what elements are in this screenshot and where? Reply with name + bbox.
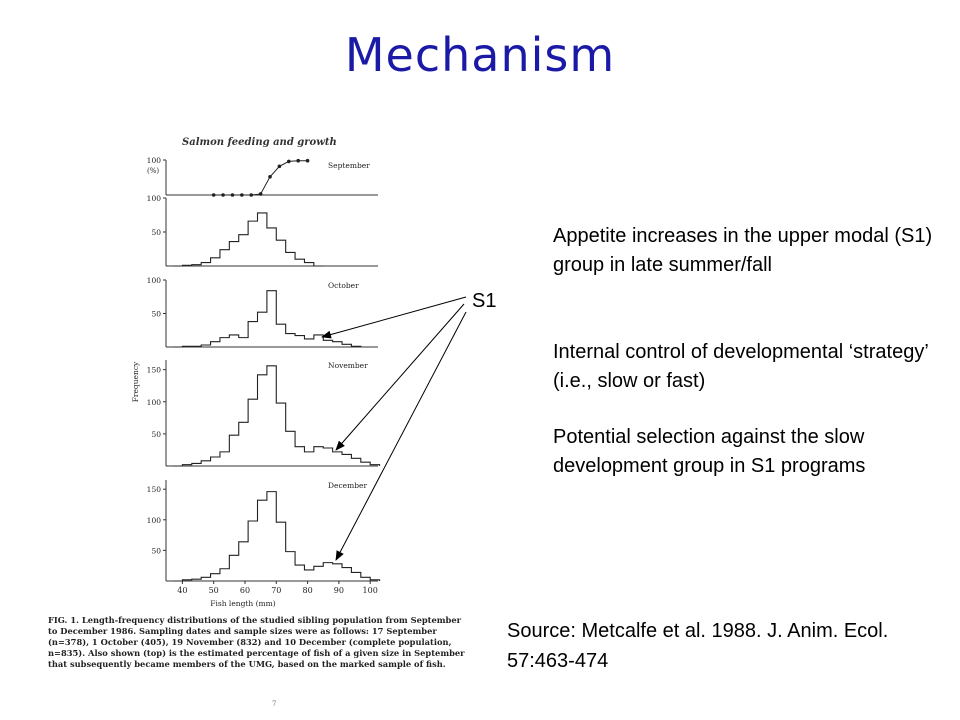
- bullet-selection: Potential selection against the slow dev…: [553, 426, 866, 477]
- y-tick-label-0-0: 100: [147, 156, 162, 165]
- s1-arrow-1: [335, 303, 465, 451]
- x-tick-label-6: 100: [363, 586, 378, 595]
- y-tick-label-3-0: 150: [147, 366, 162, 375]
- data-point-2: [230, 193, 235, 197]
- bullet-internal-control: Internal control of developmental ‘strat…: [553, 341, 929, 392]
- y-tick-label-4-1: 100: [147, 516, 162, 525]
- page-mark: 7: [272, 700, 277, 708]
- x-tick-label-2: 60: [240, 586, 250, 595]
- y-tick-label-4-0: 150: [147, 485, 162, 494]
- panel-label-2: October: [328, 281, 359, 290]
- data-point-0: [211, 193, 216, 197]
- y-tick-label-2-0: 100: [147, 276, 162, 285]
- data-point-10: [305, 158, 310, 163]
- y-tick-label-4-2: 50: [151, 546, 161, 555]
- bullet-appetite: Appetite increases in the upper modal (S…: [553, 225, 933, 276]
- figure-caption: FIG. 1. Length-frequency distributions o…: [48, 615, 465, 669]
- panel-label-3: November: [328, 361, 368, 370]
- figure-title: Salmon feeding and growth: [182, 137, 337, 148]
- y-tick-label-1-0: 100: [147, 194, 162, 203]
- data-point-4: [249, 193, 254, 197]
- s1-arrow-0: [321, 296, 467, 339]
- histogram-1: [173, 212, 324, 267]
- y-tick-label-1-1: 50: [151, 228, 161, 237]
- september-line: [213, 160, 308, 196]
- x-tick-label-5: 90: [334, 586, 344, 595]
- histogram-4: [173, 491, 381, 582]
- y-tick-label-2-1: 50: [151, 310, 161, 319]
- frequency-axis-label: Frequency: [131, 361, 140, 402]
- data-point-3: [240, 193, 244, 197]
- data-point-9: [296, 158, 301, 163]
- s1-arrows: [321, 296, 467, 561]
- data-point-5: [258, 192, 263, 196]
- slide-title: Mechanism: [344, 28, 616, 82]
- s1-arrow-2: [335, 311, 467, 561]
- panel-label-0: September: [328, 161, 370, 170]
- x-tick-label-0: 40: [177, 586, 187, 595]
- histogram-2: [173, 290, 362, 348]
- data-point-7: [277, 164, 282, 169]
- data-point-1: [221, 193, 225, 197]
- data-point-8: [287, 159, 291, 164]
- s1-pointer-label: S1: [472, 290, 497, 312]
- x-axis-label: Fish length (mm): [210, 599, 276, 608]
- x-tick-label-3: 70: [271, 586, 281, 595]
- panel-label-4: December: [328, 481, 367, 490]
- y-label-0: (%): [147, 167, 159, 175]
- histogram-3: [173, 365, 381, 467]
- y-tick-label-3-2: 50: [151, 430, 161, 439]
- x-tick-label-1: 50: [209, 586, 219, 595]
- data-point-6: [268, 175, 272, 179]
- source-citation: Source: Metcalfe et al. 1988. J. Anim. E…: [507, 620, 889, 672]
- x-tick-label-4: 80: [302, 586, 312, 595]
- y-tick-label-3-1: 100: [147, 398, 162, 407]
